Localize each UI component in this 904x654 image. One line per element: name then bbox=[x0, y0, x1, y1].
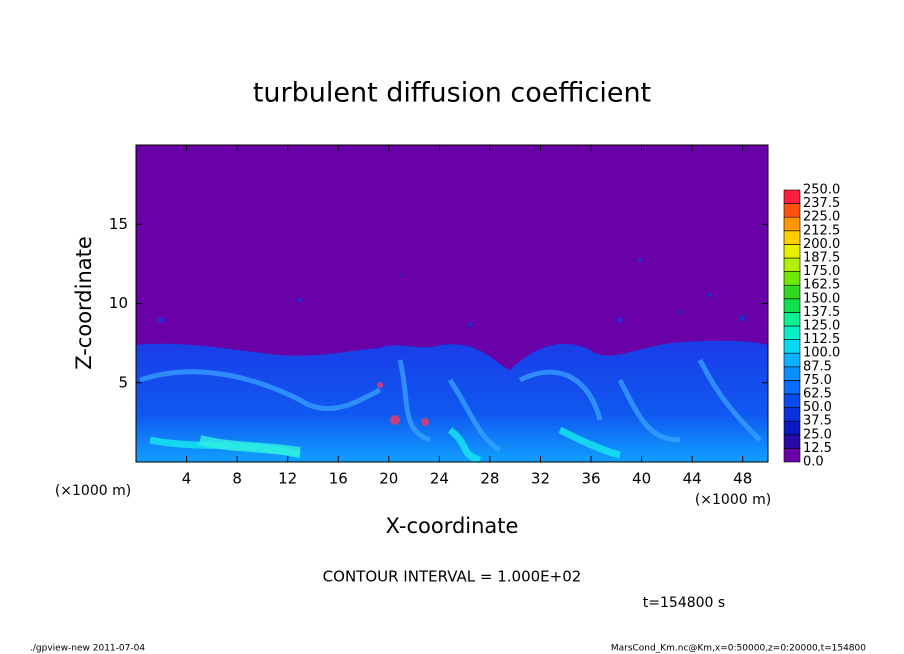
x-tick-label: 48 bbox=[733, 470, 752, 488]
chart-title: turbulent diffusion coefficient bbox=[253, 78, 651, 109]
colorbar-label: 150.0 bbox=[803, 291, 840, 306]
colorbar-box bbox=[783, 339, 801, 354]
x-tick-label: 28 bbox=[480, 470, 499, 488]
x-unit: (×1000 m) bbox=[695, 492, 771, 508]
colorbar-label: 212.5 bbox=[803, 223, 840, 238]
colorbar-label: 175.0 bbox=[803, 264, 840, 279]
colorbar-label: 12.5 bbox=[803, 441, 832, 456]
colorbar-box bbox=[783, 257, 801, 272]
colorbar-label: 187.5 bbox=[803, 251, 840, 266]
x-axis-label: X-coordinate bbox=[386, 514, 519, 538]
colorbar-label: 0.0 bbox=[803, 455, 824, 470]
colorbar-label: 87.5 bbox=[803, 359, 832, 374]
colorbar-label: 137.5 bbox=[803, 305, 840, 320]
colorbar-box bbox=[783, 216, 801, 232]
colorbar-label: 250.0 bbox=[803, 183, 840, 198]
x-tick-label: 40 bbox=[632, 470, 651, 488]
x-tick-label: 8 bbox=[232, 470, 242, 488]
colorbar-box bbox=[783, 284, 801, 300]
colorbar-box bbox=[783, 420, 801, 436]
streak bbox=[198, 435, 301, 457]
turbulent-layer bbox=[136, 340, 768, 462]
colorbar-box bbox=[783, 298, 801, 313]
x-tick-label: 4 bbox=[182, 470, 192, 488]
colorbar-box bbox=[783, 325, 801, 340]
x-tick-label: 16 bbox=[329, 470, 348, 488]
colorbar-box bbox=[783, 434, 801, 449]
colorbar-box bbox=[783, 393, 801, 408]
colorbar-box bbox=[783, 230, 801, 245]
y-tick-label: 5 bbox=[118, 373, 128, 391]
y-tick-label: 15 bbox=[109, 215, 128, 233]
x-tick-label: 44 bbox=[683, 470, 702, 488]
colorbar-label: 37.5 bbox=[803, 414, 832, 429]
colorbar-box bbox=[783, 189, 801, 204]
colorbar-label: 50.0 bbox=[803, 400, 832, 415]
colorbar-box bbox=[783, 203, 801, 218]
colorbar-label: 100.0 bbox=[803, 346, 840, 361]
x-tick-label: 24 bbox=[430, 470, 449, 488]
colorbar-box bbox=[783, 312, 801, 327]
contour-interval: CONTOUR INTERVAL = 1.000E+02 bbox=[323, 568, 582, 586]
x-tick-label: 32 bbox=[531, 470, 550, 488]
footer-right: MarsCond_Km.nc@Km,x=0:50000,z=0:20000,t=… bbox=[611, 644, 866, 654]
field bbox=[135, 144, 769, 464]
x-tick-label: 36 bbox=[581, 470, 600, 488]
footer-left: ./gpview-new 2011-07-04 bbox=[30, 644, 145, 654]
colorbar-box bbox=[783, 407, 801, 422]
blobs bbox=[157, 258, 745, 327]
time-label: t=154800 s bbox=[643, 595, 725, 611]
colorbar-label: 112.5 bbox=[803, 332, 840, 347]
blobs bbox=[377, 382, 429, 426]
colorbar-box bbox=[783, 271, 801, 286]
x-unit: (×1000 m) bbox=[55, 483, 131, 499]
x-tick-label: 12 bbox=[278, 470, 297, 488]
y-axis-label: Z-coordinate bbox=[72, 236, 96, 370]
colorbar-label: 62.5 bbox=[803, 387, 832, 402]
x-tick-label: 20 bbox=[379, 470, 398, 488]
colorbar-box bbox=[783, 380, 801, 395]
colorbar-label: 162.5 bbox=[803, 278, 840, 293]
colorbar-label: 225.0 bbox=[803, 210, 840, 225]
y-tick-label: 10 bbox=[109, 294, 128, 312]
streak bbox=[139, 358, 762, 453]
colorbar-label: 25.0 bbox=[803, 427, 832, 442]
colorbar-box bbox=[783, 366, 801, 381]
colorbar-label: 125.0 bbox=[803, 319, 840, 334]
colorbar-box bbox=[783, 244, 801, 259]
colorbar-label: 75.0 bbox=[803, 373, 832, 388]
colorbar-label: 237.5 bbox=[803, 196, 840, 211]
colorbar-box bbox=[783, 352, 801, 368]
colorbar-box bbox=[783, 448, 801, 463]
colorbar-label: 200.0 bbox=[803, 237, 840, 252]
